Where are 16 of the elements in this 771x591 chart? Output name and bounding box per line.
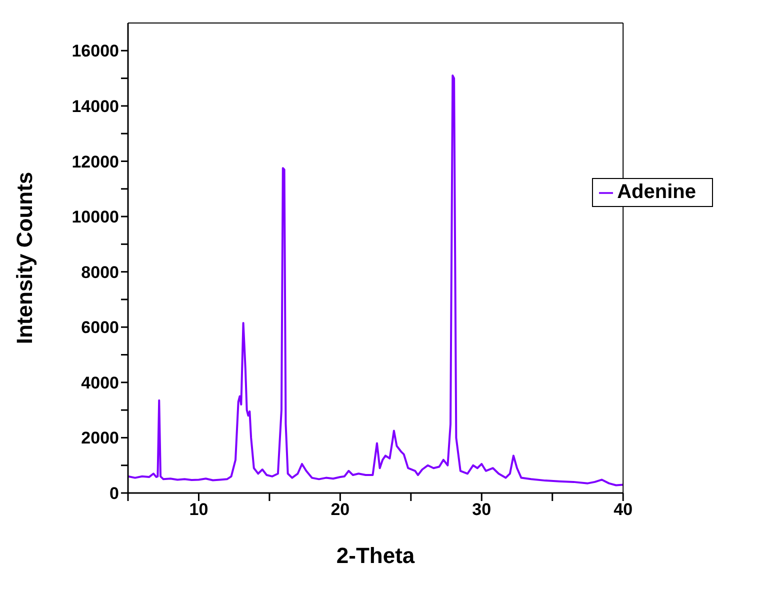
y-tick-label: 10000 xyxy=(72,208,119,227)
x-tick-label: 10 xyxy=(189,500,208,520)
y-tick-label: 2000 xyxy=(81,428,119,448)
y-tick-label: 8000 xyxy=(81,262,119,282)
y-tick-label: 16000 xyxy=(72,42,119,61)
legend-label: Adenine xyxy=(617,181,696,203)
y-tick-label: 12000 xyxy=(72,152,119,172)
y-tick-label: 6000 xyxy=(81,318,119,338)
x-tick-label: 20 xyxy=(330,500,350,520)
x-tick-label: 30 xyxy=(472,500,492,520)
x-tick-label: 40 xyxy=(614,500,633,520)
x-axis-title: 2-Theta xyxy=(336,543,416,568)
y-tick-label: 0 xyxy=(110,484,119,504)
y-axis-title: Intensity Counts xyxy=(12,172,37,344)
y-tick-label: 14000 xyxy=(72,96,119,116)
y-tick-label: 4000 xyxy=(81,373,119,392)
